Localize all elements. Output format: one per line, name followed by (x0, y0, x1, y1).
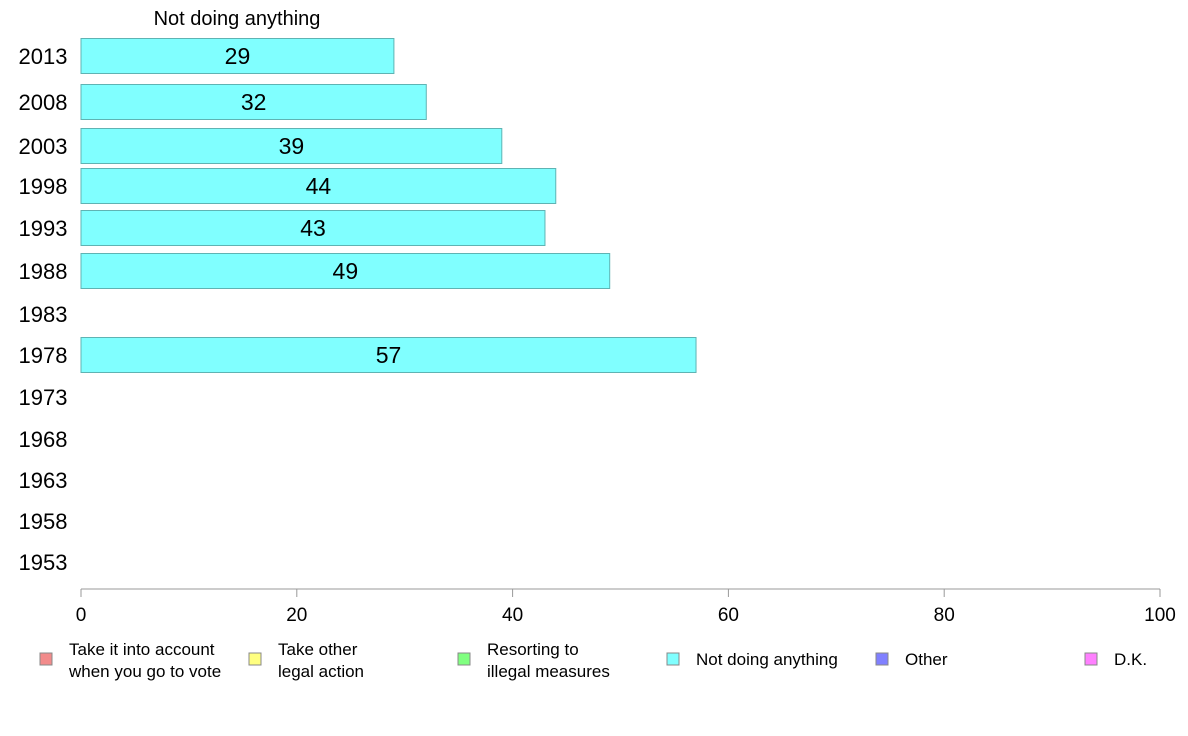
legend-label: D.K. (1114, 650, 1147, 669)
legend-swatch (1084, 652, 1098, 666)
year-label: 2008 (19, 90, 68, 115)
bar-value-label: 29 (225, 43, 251, 69)
x-tick-label: 60 (718, 605, 739, 626)
panel-title: Not doing anything (154, 8, 321, 30)
legend-swatch (666, 652, 680, 666)
x-tick-label: 80 (934, 605, 955, 626)
year-label: 1968 (19, 427, 68, 452)
year-label: 1993 (19, 216, 68, 241)
legend-item: Not doing anything (666, 650, 838, 669)
legend-label: illegal measures (487, 662, 610, 681)
legend-label: Resorting to (487, 640, 579, 659)
year-label: 1998 (19, 174, 68, 199)
bar-value-label: 43 (300, 215, 326, 241)
year-label: 1973 (19, 385, 68, 410)
x-tick-label: 40 (502, 605, 523, 626)
bar-value-label: 44 (306, 173, 332, 199)
legend-item: D.K. (1084, 650, 1147, 669)
legend-label: when you go to vote (68, 662, 221, 681)
year-label: 1953 (19, 550, 68, 575)
legend-item: Resorting to illegal measures (457, 640, 610, 681)
legend-swatch (248, 652, 262, 666)
year-label: 1988 (19, 259, 68, 284)
year-label: 2003 (19, 134, 68, 159)
year-label: 1978 (19, 343, 68, 368)
year-label: 1963 (19, 468, 68, 493)
bar-value-label: 49 (333, 258, 359, 284)
year-label: 1983 (19, 302, 68, 327)
bar (80, 38, 395, 74)
x-tick-label: 0 (76, 605, 87, 626)
bar (80, 128, 503, 164)
x-tick-label: 100 (1144, 605, 1176, 626)
bar-value-label: 57 (376, 342, 402, 368)
bar (80, 337, 697, 373)
legend-label: legal action (278, 662, 364, 681)
legend-label: Take it into account (69, 640, 215, 659)
bar (80, 168, 557, 204)
legend-label: Not doing anything (696, 650, 838, 669)
bar-value-label: 39 (279, 133, 305, 159)
bar-value-label: 32 (241, 89, 267, 115)
legend-swatch (457, 652, 471, 666)
legend-label: Other (905, 650, 948, 669)
legend-swatch (39, 652, 53, 666)
legend-label: Take other (278, 640, 358, 659)
legend-item: Other (875, 650, 948, 669)
x-tick-label: 20 (286, 605, 307, 626)
bar (80, 84, 427, 120)
legend-item: Take other legal action (248, 640, 364, 681)
legend-swatch (875, 652, 889, 666)
year-label: 2013 (19, 44, 68, 69)
legend-item: Take it into account when you go to vote (39, 640, 221, 681)
year-label: 1958 (19, 509, 68, 534)
bar (80, 210, 546, 246)
bar (80, 253, 611, 289)
